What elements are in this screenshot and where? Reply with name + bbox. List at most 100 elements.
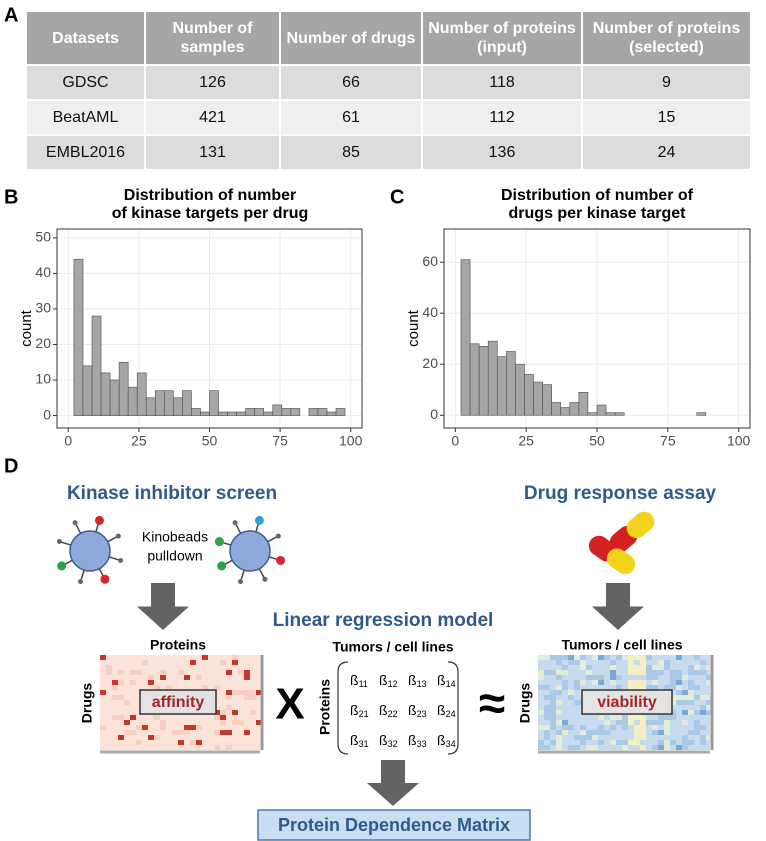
heatmap-cell [544, 745, 550, 750]
heatmap-cell [118, 680, 124, 685]
heatmap-cell [640, 685, 646, 690]
bead-ligand [118, 557, 124, 563]
beta-symbol: ß [350, 672, 359, 688]
heatmap-cell [670, 685, 676, 690]
histogram-bar [478, 346, 489, 416]
beta-coefficient: ß14 [437, 672, 456, 690]
heatmap-cell [706, 680, 712, 685]
chart-title: drugs per kinase target [509, 205, 687, 222]
heatmap-cell [670, 700, 676, 705]
heatmap-cell [688, 695, 694, 700]
histogram-bar [182, 390, 192, 416]
heatmap-cell [244, 695, 250, 700]
heatmap-cell [622, 720, 628, 725]
beta-coefficient: ß23 [408, 702, 427, 720]
histogram-bar [335, 408, 346, 416]
beta-symbol: ß [437, 732, 446, 748]
output-box [257, 809, 531, 841]
heatmap-cell [214, 745, 220, 750]
heatmap-cell [676, 680, 682, 685]
heatmap-cell [586, 665, 592, 670]
histogram-bar [82, 365, 93, 416]
heatmap-cell [598, 675, 604, 680]
heatmap-cell [616, 715, 622, 720]
heatmap-cell [232, 690, 238, 695]
heatmap-cell [670, 675, 676, 680]
heatmap-cell [226, 695, 232, 700]
heatmap-cell [616, 740, 622, 745]
histogram-bar [218, 411, 228, 416]
heatmap-cell [628, 665, 634, 670]
heatmap-cell [556, 690, 562, 695]
heatmap-cell [634, 655, 640, 660]
heatmap-cell [244, 675, 250, 680]
heatmap-cell [550, 705, 556, 710]
heatmap-cell [616, 685, 622, 690]
histogram-bar [533, 381, 543, 416]
heatmap-cell [634, 730, 640, 735]
bead-icon [56, 515, 124, 585]
x-tick-label: 25 [131, 433, 147, 449]
histogram-bar [209, 390, 219, 416]
beta-coefficient: ß33 [408, 732, 427, 750]
heatmap-cell [118, 695, 124, 700]
heatmap-cell [688, 710, 694, 715]
heatmap-cell [556, 735, 562, 740]
heatmap-cell [556, 730, 562, 735]
heatmap-cell [688, 670, 694, 675]
heatmap-cell [598, 740, 604, 745]
heatmap-cell [112, 695, 118, 700]
table-row: EMBL2016 131 85 136 24 [27, 134, 752, 169]
header-row: Datasets Number of samples Number of drugs… [27, 12, 752, 65]
heatmap-cell [580, 680, 586, 685]
heatmap-cell [214, 730, 220, 735]
heatmap-cell [652, 730, 658, 735]
heatmap-cell [694, 670, 700, 675]
bead-ligand [57, 561, 67, 571]
heatmap-cell [160, 725, 166, 730]
heatmap-cell [562, 665, 568, 670]
heatmap-cell [682, 735, 688, 740]
heatmap-cell [652, 670, 658, 675]
heatmap-cell [628, 680, 634, 685]
x-tick-label: 100 [339, 433, 363, 449]
heatmap-cell [178, 740, 184, 745]
heatmap-cell [154, 685, 160, 690]
heatmap-cell [220, 730, 226, 735]
table-row: BeatAML 421 61 112 15 [27, 99, 752, 135]
heatmap-cell [550, 715, 556, 720]
heatmap-cell [640, 660, 646, 665]
bead-core [69, 530, 111, 572]
matrix-column-label: Tumors / cell lines [332, 639, 453, 655]
histogram-bar [118, 361, 129, 416]
heatmap-cell [124, 720, 130, 725]
heatmap-cell [226, 745, 232, 750]
bead-ligand [100, 574, 110, 584]
heatmap-cell [574, 700, 580, 705]
heatmap-cell [664, 720, 670, 725]
down-arrow [367, 760, 419, 806]
heatmap-cell [586, 745, 592, 750]
x-tick-label: 75 [272, 433, 288, 449]
heatmap-cell [184, 675, 190, 680]
table-cell: BeatAML [27, 99, 146, 135]
heatmap-cell [148, 735, 154, 740]
table-cell: 118 [422, 64, 583, 100]
heatmap-cell [238, 670, 244, 675]
table-cell: 66 [280, 64, 423, 100]
heatmap-cell [238, 690, 244, 695]
heatmap-cell [124, 700, 130, 705]
heatmap-cell [538, 710, 544, 715]
x-tick-label: 0 [64, 433, 72, 449]
heatmap-cell [556, 720, 562, 725]
heatmap-cell [250, 710, 256, 715]
heatmap-cell [178, 670, 184, 675]
heatmap-cell [556, 660, 562, 665]
heatmap-cell [646, 685, 652, 690]
matrix-content: affinity [152, 694, 205, 711]
heatmap-cell [646, 655, 652, 660]
heatmap-cell [562, 655, 568, 660]
bead-ligand [254, 515, 264, 525]
heatmap-cell [598, 725, 604, 730]
heatmap-cell [544, 670, 550, 675]
